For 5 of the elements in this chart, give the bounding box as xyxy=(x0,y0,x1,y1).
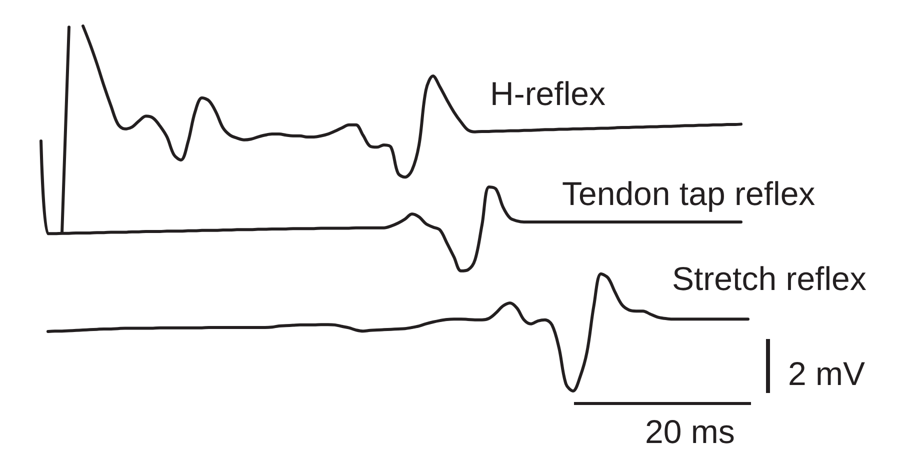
text: 20 ms xyxy=(645,413,735,450)
series-label: H-reflex xyxy=(490,75,606,112)
text: 2 mV xyxy=(788,355,866,392)
series-label: Stretch reflex xyxy=(672,260,866,297)
series-label: Tendon tap reflex xyxy=(562,175,816,212)
